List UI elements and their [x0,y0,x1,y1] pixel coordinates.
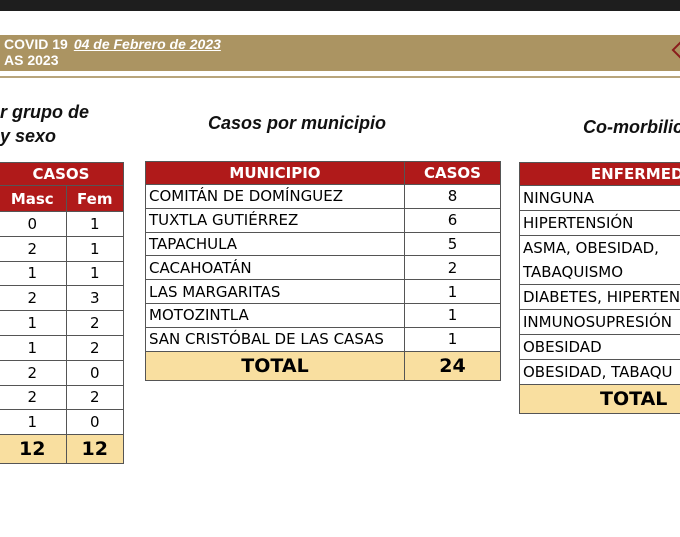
enfermedad-header: ENFERMEDA [519,162,680,186]
top-bar [0,0,680,11]
table-cell: CACAHOATÁN [145,255,405,281]
table-cell: 2 [0,359,67,386]
table-cell: 2 [65,334,125,361]
age-sex-heading: r grupo de y sexo [0,102,89,146]
table-cell: 0 [65,359,125,386]
table-row: SAN CRISTÓBAL DE LAS CASAS 1 [145,326,501,352]
table-cell: 2 [0,384,67,411]
table-cell: COMITÁN DE DOMÍNGUEZ [145,184,405,209]
municipio-header: MUNICIPIO [145,161,405,185]
table-row: DIABETES, HIPERTEN [519,284,680,310]
table-cell: 1 [0,310,67,336]
table-cell: 2 [65,384,125,411]
table-row: NINGUNA [519,185,680,211]
table-cell: 2 [0,285,67,312]
table-cell: 8 [404,184,501,209]
header-subtitle: AS 2023 [4,52,59,68]
table-cell: OBESIDAD, TABAQU [519,359,680,385]
table-row: CACAHOATÁN 2 [145,255,501,281]
table-cell: HIPERTENSIÓN [519,210,680,236]
table-cell: 1 [65,211,125,237]
table-row: LAS MARGARITAS 1 [145,279,501,304]
table-cell: SAN CRISTÓBAL DE LAS CASAS [145,326,405,352]
table-row: INMUNOSUPRESIÓN [519,309,680,335]
table-cell: INMUNOSUPRESIÓN [519,309,680,335]
table-row: HIPERTENSIÓN [519,210,680,236]
table-cell: 1 [0,260,67,287]
age-sex-table: CASOS Masc Fem 0 1 2 1 1 1 2 3 1 2 1 2 2 0 2 2 1 0 12 12 [0,162,125,465]
table-cell: 0 [0,211,67,237]
table-cell: TOTAL [519,384,680,414]
table-cell: 2 [0,235,67,262]
table-cell: TAPACHULA [145,231,405,257]
table-cell: TOTAL [145,350,405,381]
table-cell: ASMA, OBESIDAD, TABAQUISMO [519,235,680,285]
table-row: ASMA, OBESIDAD, TABAQUISMO [519,235,680,285]
table-cell: 1 [65,260,125,287]
municipio-table: MUNICIPIO CASOS COMITÁN DE DOMÍNGUEZ 8 TUXT… [145,161,501,381]
table-cell: TUXTLA GUTIÉRREZ [145,207,405,233]
table-cell: 24 [404,350,501,381]
table-cell: 3 [65,285,125,312]
municipio-heading: Casos por municipio [208,113,387,133]
table-cell: 0 [65,409,125,436]
table-cell: 1 [404,326,501,352]
table-cell: 1 [0,409,67,436]
table-cell: 12 [65,434,125,465]
table-cell: 1 [0,334,67,361]
casos-header: CASOS [0,162,124,186]
table-cell: 1 [404,302,501,328]
table-cell: 2 [404,255,501,281]
table-row: OBESIDAD, TABAQU [519,359,680,385]
masc-header: Masc [0,185,67,212]
comorbilidad-heading: Co-morbilic [583,117,680,137]
table-cell: LAS MARGARITAS [145,279,405,304]
table-cell: 2 [65,310,125,336]
table-row: MOTOZINTLA 1 [145,302,501,328]
table-cell: 1 [65,235,125,262]
total-row: TOTAL [519,384,680,414]
table-row: TAPACHULA 5 [145,231,501,257]
header-title: COVID 19 [4,36,68,52]
casos-header: CASOS [404,161,501,185]
header-date: 04 de Febrero de 2023 [73,36,221,52]
table-cell: MOTOZINTLA [145,302,405,328]
table-cell: OBESIDAD [519,334,680,360]
table-cell: 1 [404,279,501,304]
table-cell: NINGUNA [519,185,680,211]
table-row: OBESIDAD [519,334,680,360]
table-cell: 12 [0,434,67,465]
table-cell: 6 [404,207,501,233]
divider [0,76,680,78]
fem-header: Fem [65,185,125,212]
table-row: COMITÁN DE DOMÍNGUEZ 8 [145,184,501,209]
header-band: COVID 19 04 de Febrero de 2023 AS 2023 [0,35,680,71]
total-row: 12 12 [0,434,125,465]
total-row: TOTAL 24 [145,350,501,381]
table-cell: DIABETES, HIPERTEN [519,284,680,310]
table-cell: 5 [404,231,501,257]
table-row: TUXTLA GUTIÉRREZ 6 [145,207,501,233]
